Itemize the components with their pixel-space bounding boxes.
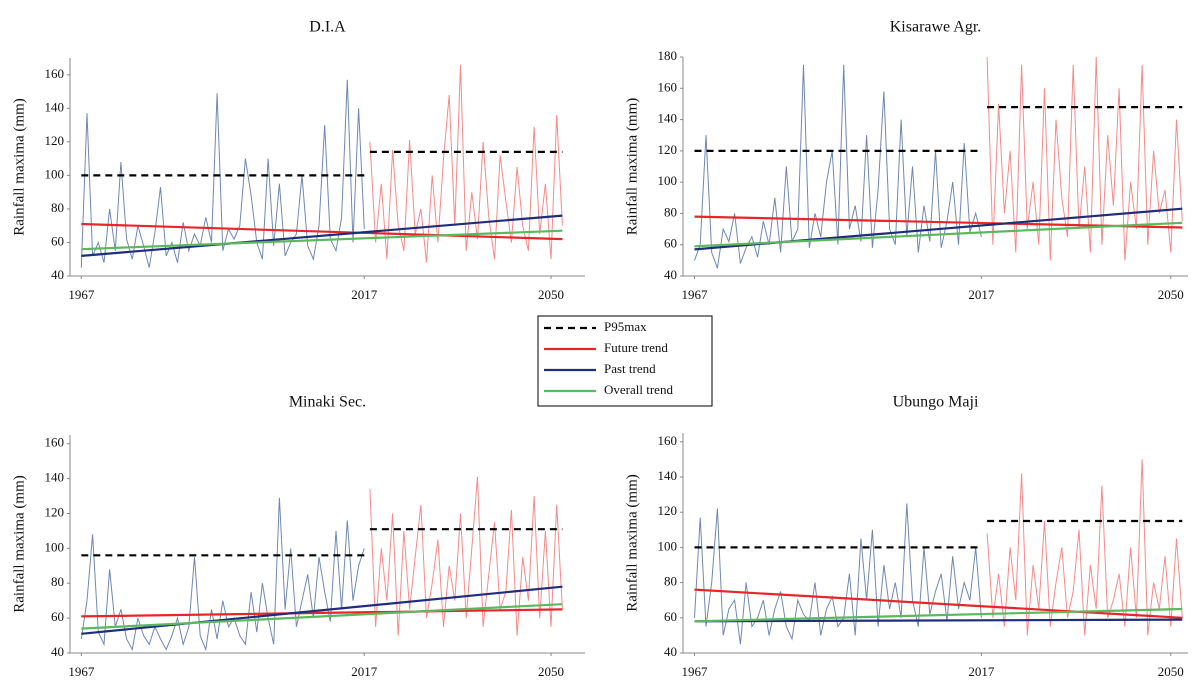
x-tick-label: 1967 — [68, 287, 95, 302]
y-tick-label: 100 — [658, 538, 678, 553]
y-tick-label: 100 — [45, 166, 65, 181]
data-line — [694, 503, 982, 645]
x-tick-label: 1967 — [681, 664, 708, 679]
y-tick-label: 40 — [51, 644, 64, 659]
trend-line — [694, 607, 1183, 623]
y-tick-label: 100 — [45, 539, 65, 554]
legend-label: Past trend — [604, 361, 656, 376]
y-axis-title: Rainfall maxima (mm) — [624, 474, 640, 611]
x-tick-label: 2017 — [351, 664, 378, 679]
trend-line — [81, 214, 563, 257]
y-axis-title: Rainfall maxima (mm) — [624, 98, 640, 235]
y-tick-label: 140 — [45, 470, 65, 485]
trend-line — [81, 585, 563, 635]
legend-label: P95max — [604, 319, 647, 334]
panel-title: D.I.A — [309, 19, 346, 36]
y-tick-label: 160 — [45, 66, 65, 81]
y-tick-label: 160 — [658, 433, 678, 448]
y-tick-label: 80 — [664, 574, 677, 589]
data-line — [986, 459, 1183, 636]
trend-line — [81, 603, 563, 630]
y-tick-label: 60 — [664, 236, 677, 251]
trend-line — [81, 608, 563, 618]
y-tick-label: 80 — [51, 574, 64, 589]
x-tick-label: 2050 — [538, 664, 564, 679]
y-tick-label: 120 — [45, 504, 65, 519]
y-axis-title: Rainfall maxima (mm) — [11, 98, 27, 235]
x-tick-label: 1967 — [681, 287, 708, 302]
legend-label: Future trend — [604, 340, 668, 355]
trend-line — [81, 222, 563, 241]
trend-line — [694, 588, 1183, 619]
x-tick-label: 2017 — [968, 287, 995, 302]
y-tick-label: 120 — [658, 503, 678, 518]
x-tick-label: 2050 — [1158, 287, 1184, 302]
panel-title: Ubungo Maji — [893, 394, 979, 411]
y-tick-label: 120 — [45, 133, 65, 148]
trend-line — [694, 221, 1183, 248]
y-tick-label: 60 — [51, 609, 64, 624]
data-line — [369, 476, 563, 636]
y-tick-label: 180 — [658, 48, 678, 63]
x-tick-label: 2017 — [968, 664, 995, 679]
x-tick-label: 2050 — [538, 287, 564, 302]
y-tick-label: 40 — [51, 267, 64, 282]
trend-line — [81, 229, 563, 251]
y-tick-label: 160 — [658, 79, 678, 94]
y-tick-label: 60 — [51, 233, 64, 248]
y-tick-label: 100 — [658, 173, 678, 188]
y-tick-label: 140 — [658, 111, 678, 126]
data-line — [369, 64, 563, 263]
data-line — [986, 56, 1183, 261]
y-tick-label: 80 — [51, 200, 64, 215]
y-tick-label: 160 — [45, 435, 65, 450]
data-line — [80, 497, 365, 652]
y-tick-label: 120 — [658, 142, 678, 157]
x-tick-label: 2050 — [1158, 664, 1184, 679]
y-tick-label: 140 — [658, 468, 678, 483]
panel-title: Minaki Sec. — [289, 394, 366, 411]
y-tick-label: 60 — [664, 609, 677, 624]
data-line — [694, 64, 982, 269]
y-tick-label: 80 — [664, 204, 677, 219]
x-tick-label: 2017 — [351, 287, 378, 302]
y-tick-label: 40 — [664, 267, 677, 282]
trend-line — [694, 618, 1183, 623]
x-tick-label: 1967 — [68, 664, 95, 679]
y-tick-label: 140 — [45, 99, 65, 114]
panel-title: Kisarawe Agr. — [890, 19, 982, 36]
y-tick-label: 40 — [664, 644, 677, 659]
y-axis-title: Rainfall maxima (mm) — [11, 475, 27, 612]
legend-label: Overall trend — [604, 382, 673, 397]
